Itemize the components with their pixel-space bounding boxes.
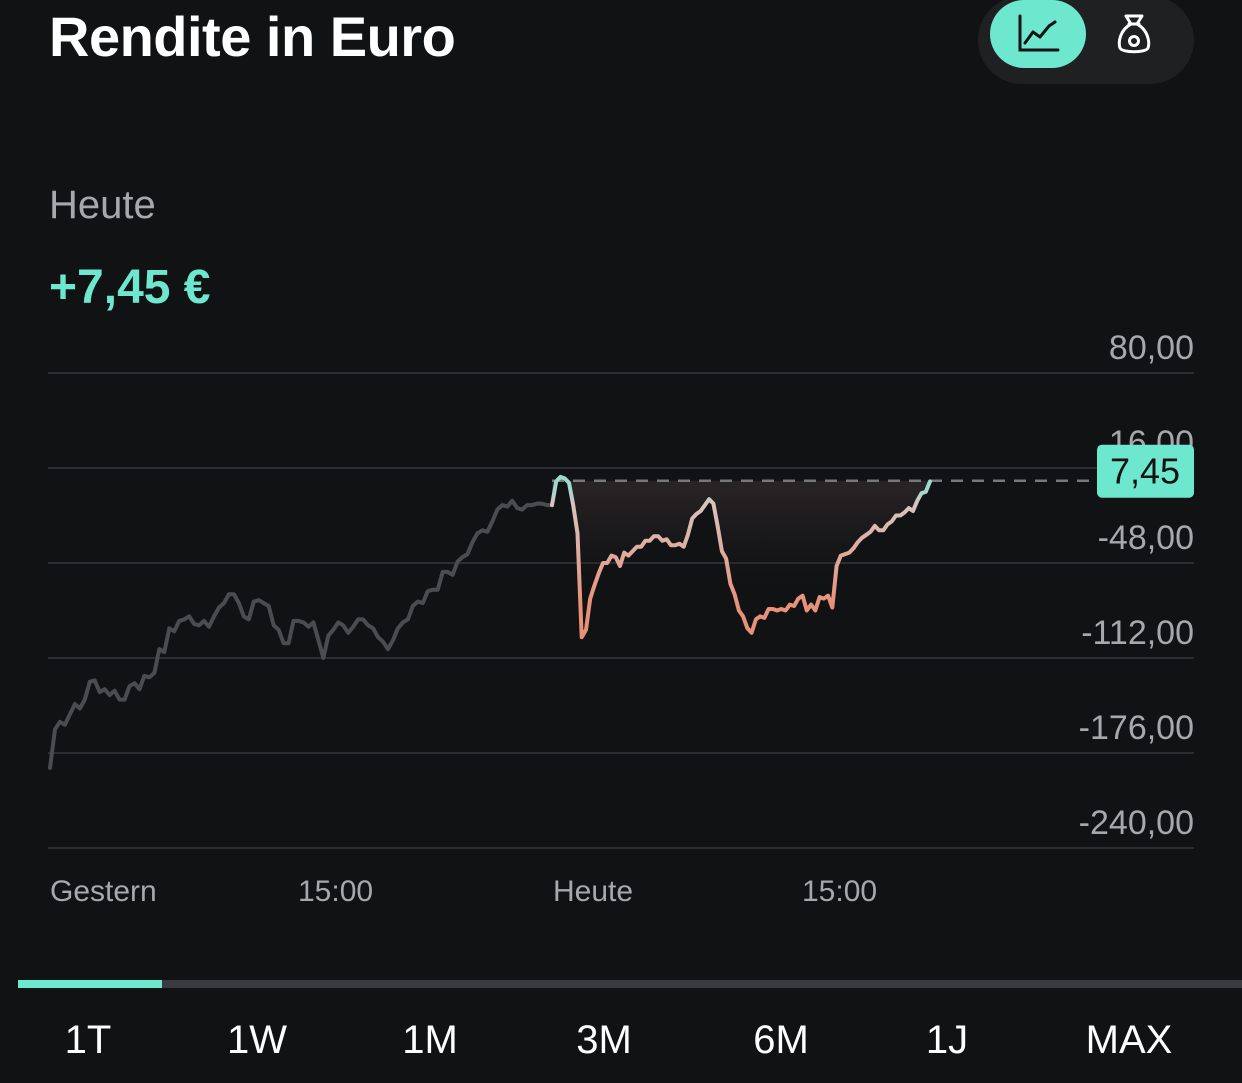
y-tick-label: 80,00 <box>1109 329 1194 367</box>
line-chart-icon <box>1018 14 1060 52</box>
range-tab-1w[interactable]: 1W <box>227 1018 287 1062</box>
range-tab-1m[interactable]: 1M <box>402 1018 458 1062</box>
x-tick-label: 15:00 <box>802 875 877 908</box>
money-bag-icon <box>1117 14 1151 54</box>
series-line-gestern <box>48 498 554 770</box>
range-tab-max[interactable]: MAX <box>1085 1018 1173 1062</box>
y-tick-label: -176,00 <box>1079 709 1194 747</box>
heute-area-fill <box>552 476 930 638</box>
x-tick-label: Heute <box>553 875 633 908</box>
range-tab-3m[interactable]: 3M <box>576 1018 632 1062</box>
money-bag-view-button[interactable] <box>1086 0 1182 68</box>
view-toggle <box>978 0 1194 84</box>
y-tick-label: -240,00 <box>1079 804 1194 842</box>
current-value-label: 7,45 <box>1110 451 1180 492</box>
range-tab-1t[interactable]: 1T <box>64 1018 112 1062</box>
period-label: Heute <box>49 183 156 227</box>
page-title: Rendite in Euro <box>49 5 456 68</box>
range-tab-6m[interactable]: 6M <box>753 1018 809 1062</box>
x-tick-label: 15:00 <box>298 875 373 908</box>
range-tab-1j[interactable]: 1J <box>925 1018 969 1062</box>
range-tabs: 1T 1W 1M 3M 6M 1J MAX <box>0 1018 1242 1078</box>
current-value-badge-bg <box>1097 444 1194 498</box>
active-range-indicator <box>18 980 162 988</box>
y-tick-label: -112,00 <box>1081 614 1194 652</box>
y-tick-label: -48,00 <box>1098 519 1194 557</box>
range-tabs-track <box>18 980 1242 988</box>
period-return-value: +7,45 € <box>49 261 211 314</box>
x-tick-label: Gestern <box>50 875 157 908</box>
current-value-badge: 7,45 <box>1097 444 1194 498</box>
series-line-heute <box>550 474 932 640</box>
chart-view-button[interactable] <box>990 0 1086 68</box>
